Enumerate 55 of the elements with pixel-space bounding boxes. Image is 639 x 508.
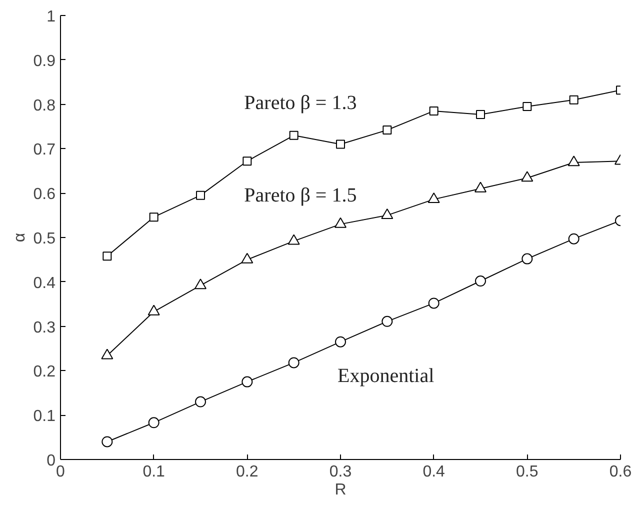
y-tick-label: 0.1 bbox=[33, 408, 56, 426]
y-tick-label: 0.9 bbox=[33, 52, 56, 70]
point bbox=[242, 156, 252, 166]
x-tick-label: 0.5 bbox=[516, 464, 538, 480]
point bbox=[568, 156, 580, 166]
series-label: Exponential bbox=[338, 364, 435, 387]
y-tick-label: 1 bbox=[46, 8, 56, 26]
y-tick-label: 0.2 bbox=[33, 364, 56, 381]
point bbox=[569, 95, 578, 104]
point bbox=[194, 278, 206, 290]
point bbox=[288, 234, 300, 245]
y-tick-label: 0 bbox=[46, 452, 56, 470]
point bbox=[428, 192, 440, 203]
point bbox=[382, 126, 392, 135]
x-tick-label: 0.6 bbox=[609, 464, 632, 480]
x-tick-label: 0.3 bbox=[329, 464, 352, 480]
y-tick-label: 0.3 bbox=[33, 319, 56, 336]
point bbox=[474, 182, 486, 192]
point bbox=[148, 304, 160, 316]
point bbox=[522, 253, 533, 264]
point bbox=[288, 357, 300, 368]
point bbox=[428, 298, 440, 309]
point bbox=[334, 217, 346, 228]
point bbox=[241, 252, 254, 264]
y-tick-label: 0.8 bbox=[33, 97, 56, 114]
point bbox=[195, 396, 206, 408]
x-tick-label: 0.1 bbox=[142, 464, 166, 480]
point bbox=[475, 276, 486, 286]
point bbox=[335, 336, 346, 348]
point bbox=[429, 106, 438, 116]
y-tick-label: 0.7 bbox=[33, 142, 56, 159]
series-label: Pareto β = 1.3 bbox=[244, 92, 357, 114]
point bbox=[381, 208, 394, 219]
x-tick-label: 0.2 bbox=[236, 464, 258, 480]
x-tick-label: 0.4 bbox=[422, 464, 446, 480]
point bbox=[476, 110, 485, 120]
y-tick-label: 0.4 bbox=[33, 274, 56, 292]
point bbox=[196, 190, 205, 200]
point bbox=[149, 212, 158, 222]
series-label: Pareto β = 1.5 bbox=[244, 184, 357, 207]
point bbox=[336, 140, 345, 149]
point bbox=[289, 130, 298, 140]
y-tick-label: 0.5 bbox=[33, 230, 56, 248]
y-axis-title: α bbox=[11, 232, 28, 242]
point bbox=[242, 376, 253, 388]
x-axis-title: R bbox=[334, 482, 346, 498]
point bbox=[102, 436, 113, 448]
point bbox=[521, 171, 534, 182]
point bbox=[148, 417, 160, 428]
point bbox=[102, 252, 112, 261]
point bbox=[382, 316, 393, 327]
y-tick-label: 0.6 bbox=[33, 186, 56, 204]
point bbox=[101, 348, 114, 360]
point bbox=[522, 102, 532, 112]
point bbox=[568, 233, 580, 244]
